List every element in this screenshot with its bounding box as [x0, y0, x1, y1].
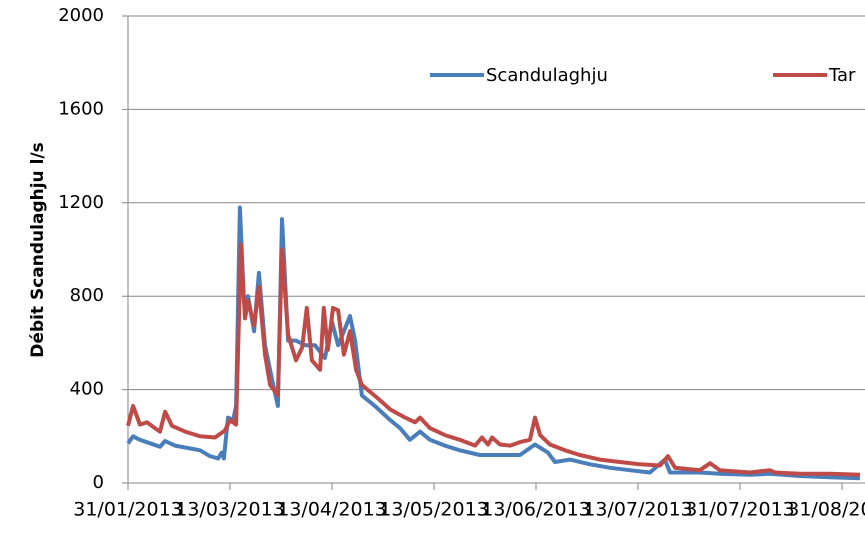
x-tick-label: 13/06/2013	[481, 499, 591, 521]
y-tick-label: 1600	[58, 98, 104, 119]
x-tick-label: 31/07/2013	[685, 499, 795, 521]
y-tick-label: 1200	[58, 192, 104, 213]
x-tick-label: 31/08/2013	[787, 499, 865, 521]
y-tick-label: 400	[70, 379, 104, 400]
legend-label: Scandulaghju	[486, 65, 608, 86]
x-tick-label: 13/04/2013	[277, 499, 387, 521]
y-tick-label: 0	[93, 472, 104, 493]
y-tick-label: 800	[70, 285, 104, 306]
y-tick-label: 2000	[58, 5, 104, 26]
x-tick-label: 13/03/2013	[175, 499, 285, 521]
legend-label: Tar	[828, 65, 856, 86]
series-line	[126, 205, 861, 481]
x-tick-label: 13/05/2013	[379, 499, 489, 521]
x-tick-label: 31/01/2013	[73, 499, 183, 521]
x-tick-label: 13/07/2013	[583, 499, 693, 521]
series-line	[126, 242, 861, 477]
y-axis-title: Débit Scandulaghju l/s	[28, 142, 48, 357]
